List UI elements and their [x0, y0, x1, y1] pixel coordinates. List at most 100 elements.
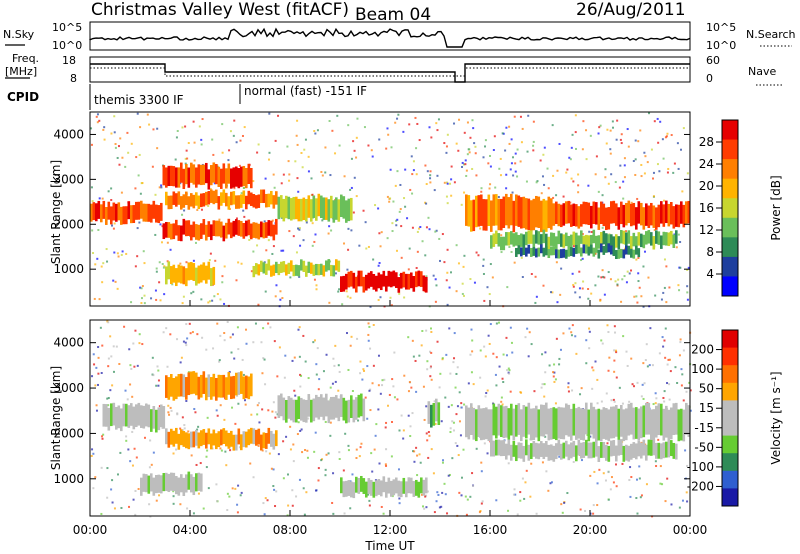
band-cell — [675, 230, 678, 244]
band-cell — [652, 236, 656, 250]
noise-cell — [469, 136, 472, 139]
band-cell — [237, 372, 241, 395]
noise-cell — [146, 113, 149, 116]
noise-cell — [657, 438, 660, 441]
noise-cell — [200, 143, 203, 146]
band-cell — [342, 481, 346, 498]
band-cell — [235, 195, 238, 209]
noise-cell — [95, 404, 98, 407]
noise-cell — [594, 360, 597, 363]
band-cell — [475, 195, 478, 228]
noise-cell — [411, 412, 414, 415]
noise-cell — [635, 497, 638, 500]
noise-cell — [596, 482, 599, 485]
noise-cell — [519, 391, 522, 394]
band-cell — [342, 196, 346, 219]
band-cell — [202, 164, 206, 185]
noise-cell — [615, 376, 618, 379]
noise-cell — [551, 291, 554, 294]
noise-cell — [274, 411, 277, 414]
noise-cell — [444, 493, 447, 496]
noise-cell — [609, 488, 612, 491]
band-cell — [570, 442, 573, 459]
band-cell — [217, 220, 221, 237]
noise-cell — [121, 156, 124, 159]
noise-cell — [455, 290, 458, 293]
noise-cell — [97, 346, 100, 349]
noise-cell — [155, 499, 158, 502]
noise-cell — [486, 389, 489, 392]
noise-cell — [505, 354, 508, 357]
band-cell — [467, 195, 471, 227]
band-cell — [177, 191, 181, 205]
colorbar-tick-label: -15 — [694, 421, 714, 435]
band-cell — [195, 429, 198, 446]
noise-cell — [611, 120, 614, 123]
band-cell — [490, 409, 493, 442]
noise-cell — [94, 263, 97, 266]
band-cell — [565, 232, 568, 247]
noise-cell — [689, 389, 692, 392]
noise-cell — [101, 437, 104, 440]
band-cell — [572, 247, 576, 257]
band-cell — [195, 192, 198, 206]
noise-cell — [636, 512, 639, 515]
noise-cell — [654, 460, 657, 463]
y-tick-label: 3000 — [53, 381, 84, 395]
freq-tick-top: 18 — [62, 54, 76, 67]
band-cell — [625, 202, 628, 226]
band-cell — [300, 259, 303, 271]
noise-cell — [402, 437, 405, 440]
band-cell — [545, 441, 548, 457]
noise-cell — [105, 248, 108, 251]
noise-cell — [450, 194, 453, 197]
noise-cell — [271, 219, 274, 222]
noise-cell — [151, 165, 154, 168]
band-cell — [607, 445, 611, 462]
band-cell — [522, 405, 526, 437]
noise-cell — [274, 139, 277, 142]
band-cell — [580, 408, 583, 440]
band-cell — [352, 399, 356, 423]
noise-cell — [303, 148, 306, 151]
noise-cell — [423, 290, 426, 293]
band-cell — [250, 192, 253, 206]
band-cell — [487, 409, 491, 442]
noise-cell — [461, 282, 464, 285]
noise-cell — [181, 302, 184, 305]
noise-cell — [338, 288, 341, 291]
band-cell — [165, 375, 168, 398]
nsky-label: N.Sky — [3, 28, 35, 41]
band-cell — [667, 203, 671, 227]
band-cell — [290, 260, 293, 272]
noise-cell — [686, 291, 689, 294]
noise-cell — [347, 444, 350, 447]
noise-cell — [103, 138, 106, 141]
noise-cell — [607, 471, 610, 474]
band-cell — [155, 204, 158, 223]
band-cell — [585, 439, 588, 456]
band-cell — [590, 244, 593, 254]
noise-cell — [399, 183, 402, 186]
band-cell — [327, 400, 331, 424]
noise-cell — [172, 502, 175, 505]
noise-cell — [107, 321, 110, 324]
noise-cell — [463, 403, 466, 406]
noise-cell — [324, 474, 327, 477]
noise-cell — [180, 356, 183, 359]
band-cell — [530, 443, 533, 460]
band-cell — [302, 260, 306, 272]
band-cell — [230, 191, 233, 206]
band-cell — [365, 274, 368, 291]
noise-cell — [314, 132, 317, 135]
band-cell — [270, 220, 273, 237]
noise-cell — [181, 126, 184, 129]
noise-cell — [440, 505, 443, 508]
noise-cell — [397, 113, 400, 116]
band-cell — [285, 264, 288, 276]
noise-cell — [595, 155, 598, 158]
band-cell — [495, 194, 498, 226]
band-cell — [647, 205, 651, 228]
noise-cell — [418, 227, 421, 230]
band-cell — [385, 275, 388, 292]
